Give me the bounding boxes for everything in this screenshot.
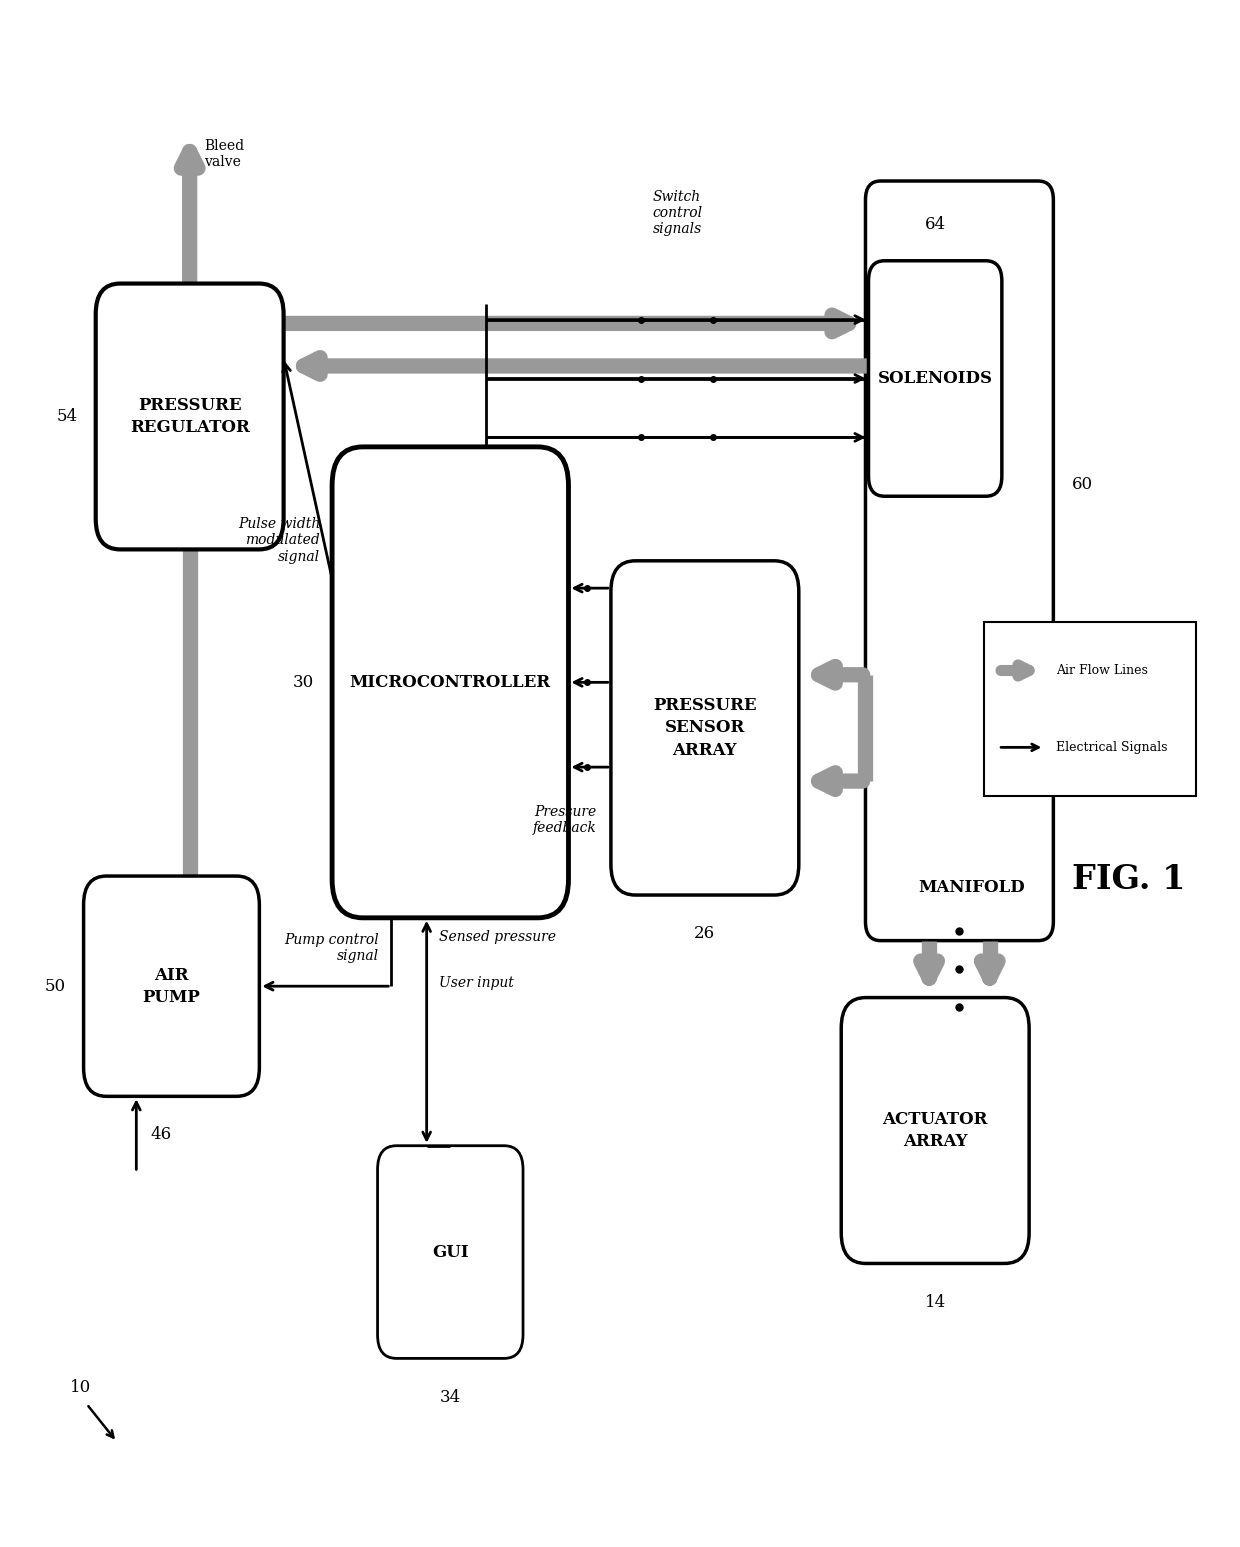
FancyBboxPatch shape <box>983 622 1195 797</box>
FancyBboxPatch shape <box>332 447 568 917</box>
Text: 14: 14 <box>925 1293 946 1310</box>
Text: 34: 34 <box>440 1389 461 1406</box>
Text: Air Flow Lines: Air Flow Lines <box>1056 664 1148 678</box>
Text: 30: 30 <box>293 674 314 692</box>
FancyBboxPatch shape <box>866 181 1053 941</box>
Text: Bleed
valve: Bleed valve <box>205 139 244 170</box>
FancyBboxPatch shape <box>377 1146 523 1358</box>
Text: User input: User input <box>439 976 513 990</box>
Text: SOLENOIDS: SOLENOIDS <box>878 370 993 387</box>
Text: 26: 26 <box>694 925 715 942</box>
Text: Pump control
signal: Pump control signal <box>284 933 379 964</box>
Text: GUI: GUI <box>432 1244 469 1261</box>
FancyBboxPatch shape <box>868 261 1002 497</box>
Text: 50: 50 <box>45 978 66 995</box>
Text: 46: 46 <box>151 1126 172 1143</box>
Text: Sensed pressure: Sensed pressure <box>439 930 556 944</box>
FancyBboxPatch shape <box>841 998 1029 1264</box>
Text: Electrical Signals: Electrical Signals <box>1056 741 1168 753</box>
Text: 64: 64 <box>925 217 946 234</box>
Text: FIG. 1: FIG. 1 <box>1073 863 1185 896</box>
Text: 10: 10 <box>69 1380 92 1397</box>
Text: ACTUATOR
ARRAY: ACTUATOR ARRAY <box>883 1111 988 1149</box>
FancyBboxPatch shape <box>611 562 799 896</box>
Text: Pressure
feedback: Pressure feedback <box>533 804 596 835</box>
Text: 54: 54 <box>56 408 78 425</box>
Text: PRESSURE
REGULATOR: PRESSURE REGULATOR <box>130 398 249 436</box>
Text: MANIFOLD: MANIFOLD <box>918 879 1025 896</box>
Text: Switch
control
signals: Switch control signals <box>652 190 702 237</box>
FancyBboxPatch shape <box>83 876 259 1097</box>
Text: Pulse width
modulated
signal: Pulse width modulated signal <box>238 517 320 563</box>
Text: MICROCONTROLLER: MICROCONTROLLER <box>350 674 551 692</box>
FancyBboxPatch shape <box>95 283 284 549</box>
Text: AIR
PUMP: AIR PUMP <box>143 967 201 1006</box>
Text: 60: 60 <box>1071 476 1092 493</box>
Text: PRESSURE
SENSOR
ARRAY: PRESSURE SENSOR ARRAY <box>653 698 756 758</box>
